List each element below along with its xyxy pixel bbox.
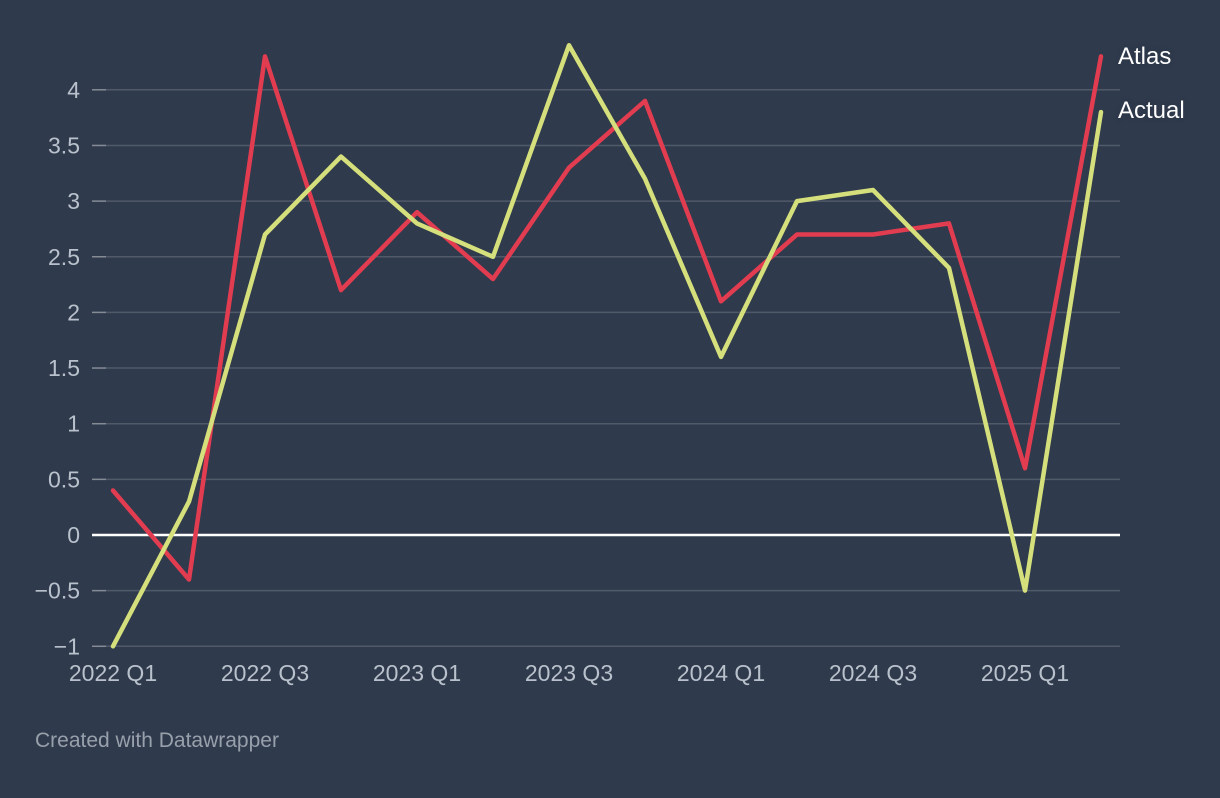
series-line-actual [110,43,1104,649]
y-tick-label: −1 [54,633,80,659]
y-tick-label: 0.5 [48,466,80,492]
x-tick-label: 2023 Q1 [373,660,461,686]
y-tick-label: −0.5 [35,578,80,604]
x-tick-label: 2025 Q1 [981,660,1069,686]
x-tick-label: 2022 Q3 [221,660,309,686]
y-tick-label: 2 [67,299,80,325]
x-tick-label: 2024 Q1 [677,660,765,686]
x-tick-label: 2022 Q1 [69,660,157,686]
y-tick-label: 0 [67,522,80,548]
legend-label-atlas: Atlas [1118,43,1172,70]
x-tick-label: 2024 Q3 [829,660,917,686]
datawrapper-credit: Created with Datawrapper [35,729,279,752]
y-tick-label: 3.5 [48,132,80,158]
y-tick-label: 1.5 [48,355,80,381]
y-tick-label: 3 [67,188,80,214]
series-line-atlas [110,54,1104,582]
y-tick-label: 4 [67,77,80,103]
x-tick-label: 2023 Q3 [525,660,613,686]
y-tick-label: 1 [67,411,80,437]
y-tick-label: 2.5 [48,244,80,270]
legend-label-actual: Actual [1118,97,1185,124]
